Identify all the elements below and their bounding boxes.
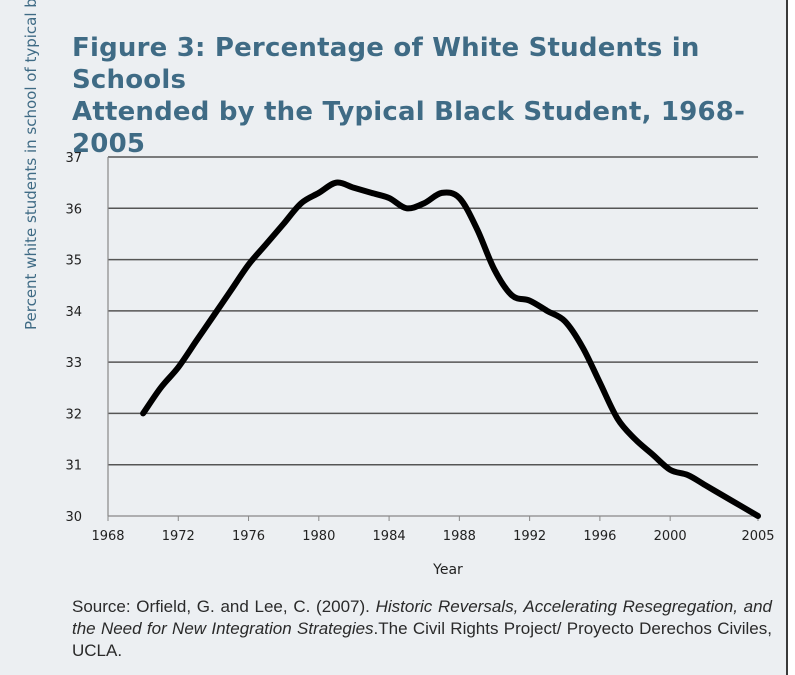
y-tick-label: 31 (65, 459, 82, 474)
y-tick-label: 32 (65, 407, 82, 422)
source-citation: Source: Orfield, G. and Lee, C. (2007). … (72, 596, 772, 662)
x-tick-label: 1968 (91, 529, 124, 544)
x-tick-label: 1972 (162, 529, 195, 544)
x-axis-label: Year (432, 562, 463, 578)
x-tick-label: 1984 (373, 529, 406, 544)
y-tick-label: 36 (65, 202, 82, 217)
line-chart: 30 31 32 33 34 35 36 37 1968 1972 1976 1980 1984 198… (0, 120, 786, 590)
x-tick-label: 1988 (443, 529, 476, 544)
x-tick-label: 1996 (583, 529, 616, 544)
series-line (143, 183, 758, 516)
x-tick-label: 1992 (513, 529, 546, 544)
panel-border (786, 0, 788, 675)
y-tick-label: 30 (65, 510, 82, 525)
x-tick-label: 2000 (654, 529, 687, 544)
y-tick-label: 33 (65, 356, 82, 371)
y-tick-label: 35 (65, 254, 82, 269)
x-tick-label: 1976 (232, 529, 265, 544)
y-tick-label: 37 (65, 151, 82, 166)
x-tick-label: 1980 (302, 529, 335, 544)
x-tick-label: 2005 (741, 529, 774, 544)
figure-title-line-1: Figure 3: Percentage of White Students i… (72, 32, 772, 96)
y-tick-label: 34 (65, 305, 82, 320)
source-prefix: Source: Orfield, G. and Lee, C. (2007). (72, 597, 376, 616)
